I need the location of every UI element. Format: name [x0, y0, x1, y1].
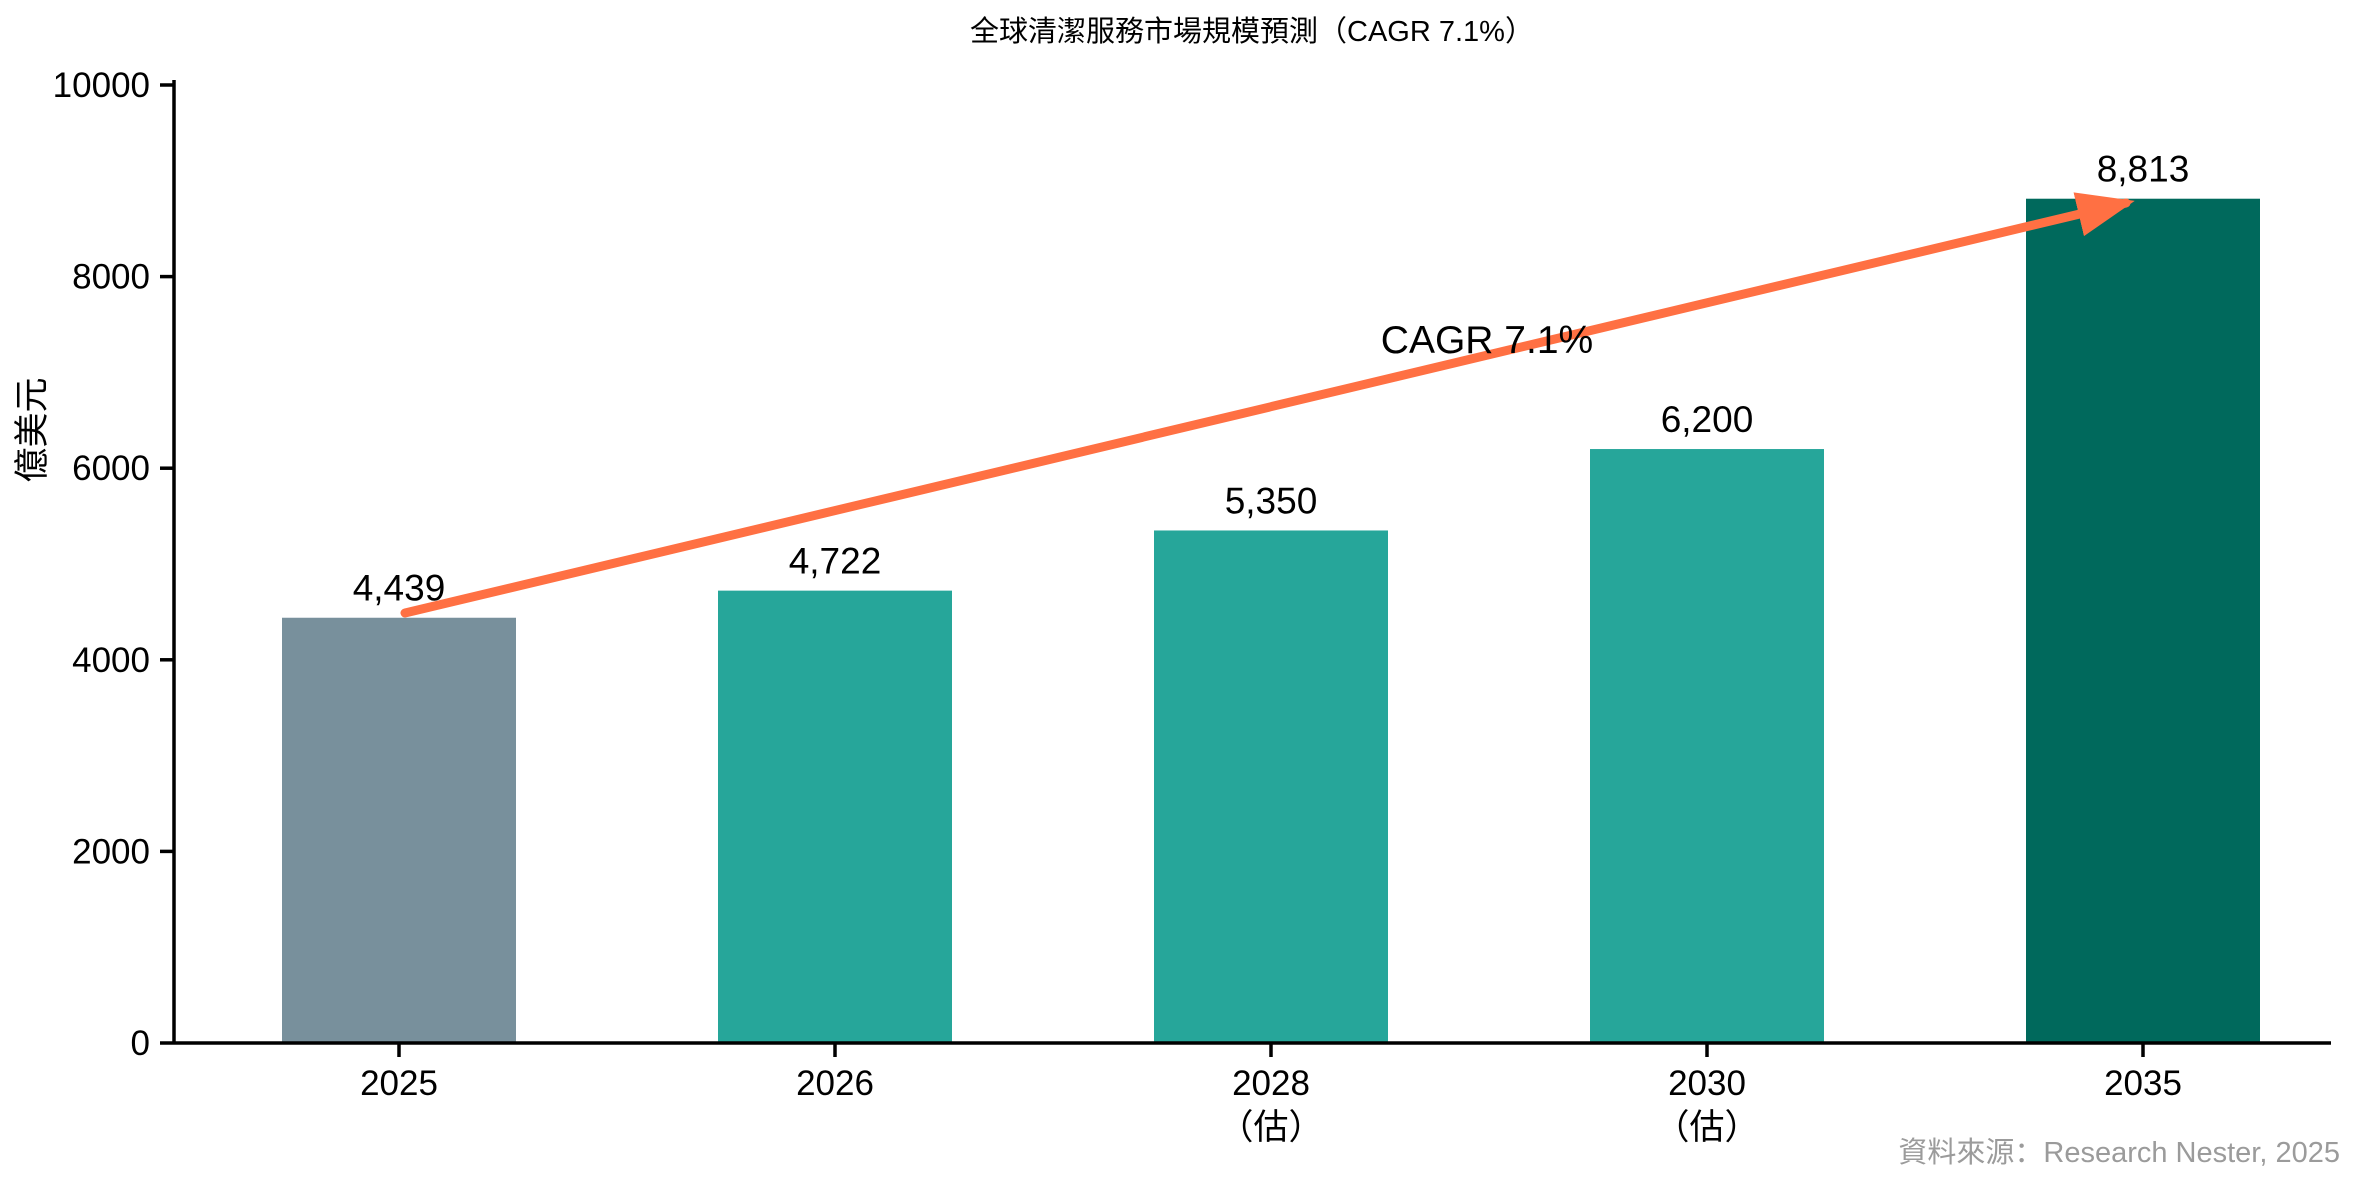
x-axis: 2025 2026 2028 （估） 2030 （估） 2035 [360, 1043, 2182, 1147]
source-note: 資料來源：Research Nester, 2025 [1898, 1136, 2340, 1169]
x-tick-label: 2025 [360, 1064, 438, 1103]
y-tick-label: 0 [131, 1024, 150, 1063]
bar-2026 [718, 590, 952, 1043]
bar-value-label: 4,439 [353, 568, 446, 609]
bar-2025 [282, 617, 516, 1043]
x-tick-label: （估） [1654, 1108, 1759, 1147]
x-tick-label: （估） [1218, 1108, 1323, 1147]
bars-group: 4,439 4,722 5,350 6,200 8,813 [282, 149, 2260, 1043]
chart-title: 全球清潔服務市場規模預測（CAGR 7.1%） [970, 15, 1534, 48]
bar-2035 [2026, 198, 2260, 1043]
y-axis-label: 億美元 [13, 377, 52, 482]
y-axis: 0 2000 4000 6000 8000 10000 [53, 66, 174, 1063]
bar-2030 [1590, 449, 1824, 1043]
cagr-trend-arrow [400, 192, 2135, 618]
y-tick-label: 8000 [72, 258, 150, 297]
bar-value-label: 5,350 [1225, 480, 1318, 521]
x-tick-label: 2026 [796, 1064, 874, 1103]
y-tick-label: 2000 [72, 832, 150, 871]
bar-2028 [1154, 530, 1388, 1043]
x-tick-label: 2035 [2104, 1064, 2182, 1103]
cagr-annotation: CAGR 7.1% [1381, 319, 1593, 362]
x-tick-label: 2028 [1232, 1064, 1310, 1103]
bar-value-label: 6,200 [1661, 399, 1754, 440]
axis-spines [172, 80, 2331, 1045]
bar-value-label: 4,722 [789, 541, 882, 582]
y-tick-label: 4000 [72, 641, 150, 680]
x-tick-label: 2030 [1668, 1064, 1746, 1103]
y-tick-label: 6000 [72, 449, 150, 488]
y-tick-label: 10000 [53, 66, 150, 105]
bar-value-label: 8,813 [2097, 149, 2190, 190]
